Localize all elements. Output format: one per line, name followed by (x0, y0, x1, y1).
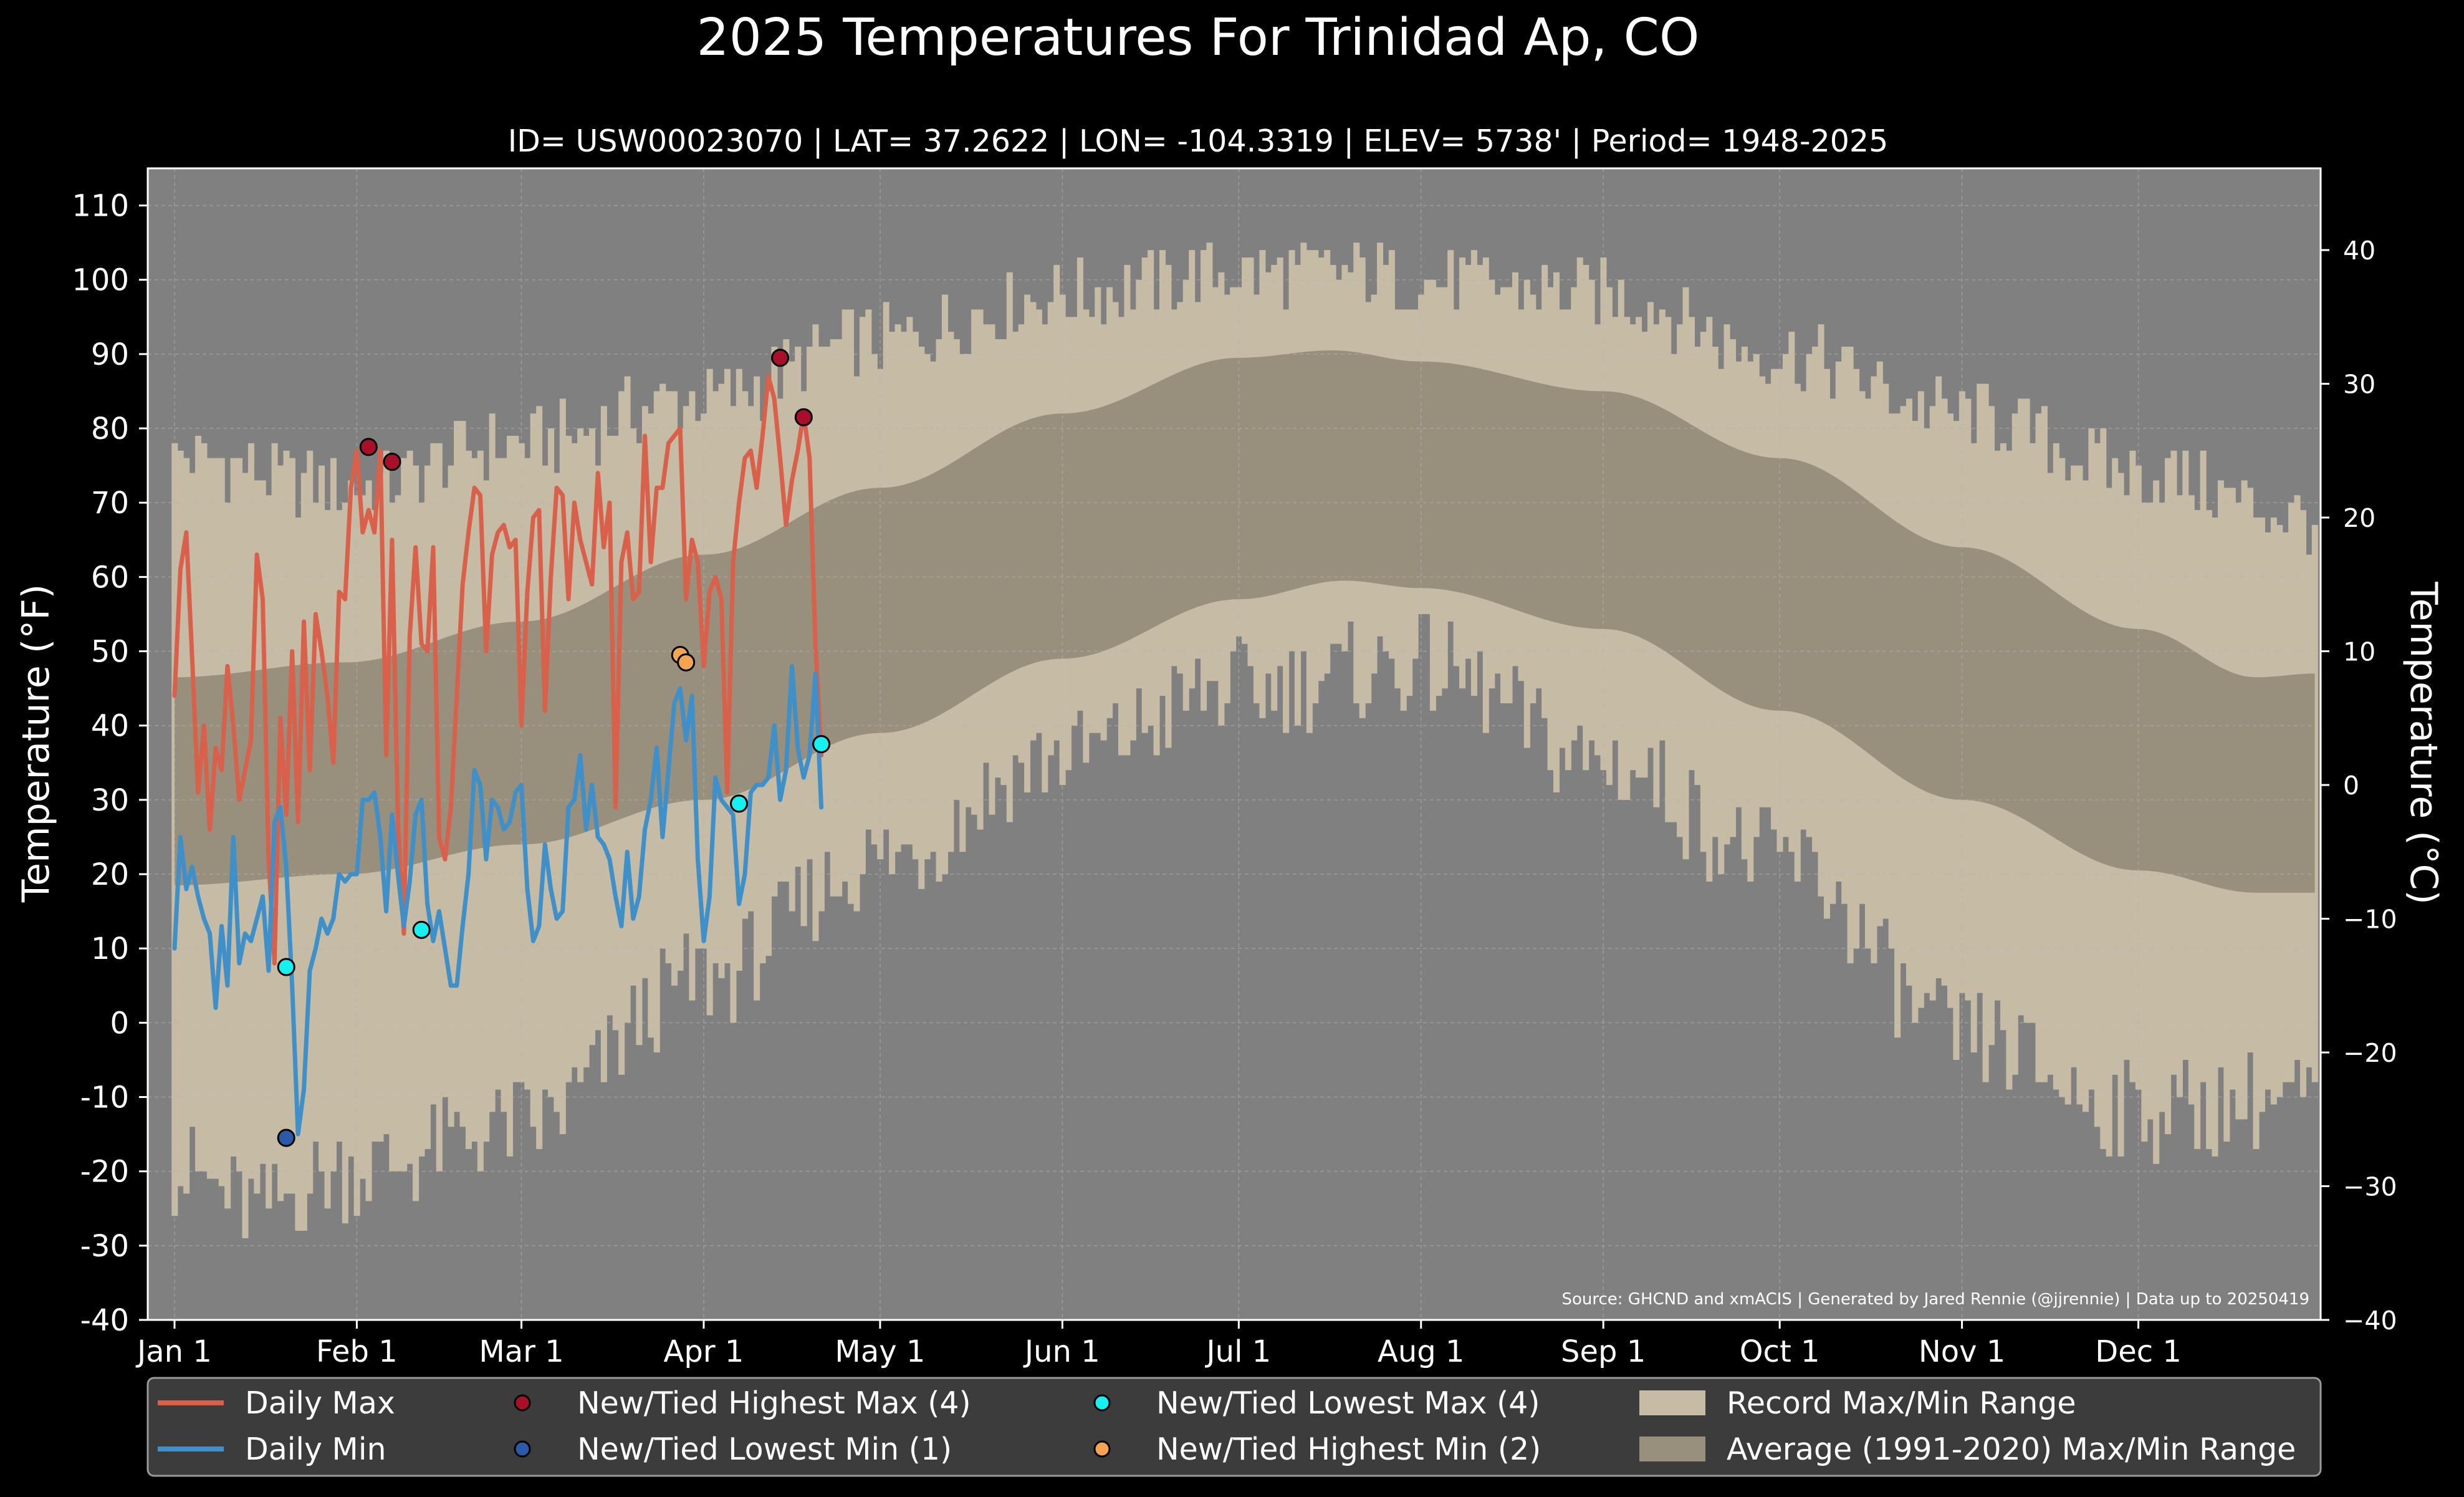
y-tick-label-right: 30 (2343, 370, 2375, 400)
y-tick-label-left: 60 (91, 560, 129, 595)
legend-label: Daily Min (245, 1432, 386, 1467)
y-tick-label-left: 40 (91, 709, 129, 744)
y-tick-label-left: 80 (91, 412, 129, 446)
legend-label: Record Max/Min Range (1727, 1385, 2076, 1421)
x-tick-label: Dec 1 (2095, 1334, 2182, 1369)
y-tick-label-right: 40 (2343, 236, 2375, 266)
y-axis-label-left: Temperature (°F) (14, 584, 58, 903)
x-tick-label: Apr 1 (664, 1334, 744, 1369)
legend-dot-swatch (514, 1440, 531, 1458)
new-high-max-marker (359, 438, 378, 456)
plot-area: -40-30-20-100102030405060708090100110−40… (72, 167, 2397, 1369)
legend-patch-swatch (1639, 1437, 1705, 1461)
y-tick-label-left: 30 (91, 783, 129, 818)
y-tick-label-right: 20 (2343, 503, 2375, 533)
legend: Daily Max Daily Min New/Tied Highest Max (… (146, 1377, 2322, 1477)
legend-label: Average (1991-2020) Max/Min Range (1727, 1432, 2296, 1467)
y-tick-label-left: 110 (72, 189, 129, 224)
new-low-min-marker (277, 1129, 295, 1147)
y-tick-label-left: -40 (80, 1303, 129, 1338)
chart-subtitle: ID= USW00023070 | LAT= 37.2622 | LON= -1… (508, 123, 1889, 159)
legend-dot-swatch (1093, 1394, 1111, 1412)
source-note: Source: GHCND and xmACIS | Generated by … (1561, 1290, 2309, 1309)
x-tick-label: Mar 1 (479, 1334, 563, 1369)
x-tick-label: Jun 1 (1023, 1334, 1100, 1369)
y-tick-label-left: -20 (80, 1155, 129, 1190)
y-axis-label-right: Temperature (°C) (2402, 581, 2445, 905)
x-tick-label: May 1 (835, 1334, 925, 1369)
legend-dot-swatch (514, 1394, 531, 1412)
y-tick-label-right: 10 (2343, 637, 2375, 667)
y-tick-label-left: -10 (80, 1081, 129, 1115)
y-tick-label-left: 70 (91, 486, 129, 521)
legend-box (146, 1377, 2322, 1477)
legend-label: New/Tied Lowest Max (4) (1156, 1385, 1540, 1421)
new-low-max-marker (277, 958, 295, 976)
y-tick-label-right: −10 (2343, 905, 2397, 935)
x-tick-label: Aug 1 (1378, 1334, 1465, 1369)
x-tick-label: Nov 1 (1919, 1334, 2005, 1369)
new-low-max-marker (812, 735, 831, 753)
new-low-max-marker (730, 794, 749, 813)
plot-frame (146, 167, 2322, 1321)
new-low-max-marker (412, 920, 431, 939)
y-tick-label-left: 0 (110, 1006, 129, 1041)
y-tick-label-left: 20 (91, 857, 129, 892)
y-tick-label-right: −30 (2343, 1172, 2397, 1202)
y-tick-label-left: 90 (91, 337, 129, 372)
legend-patch-swatch (1639, 1390, 1705, 1415)
x-tick-label: Feb 1 (316, 1334, 398, 1369)
y-tick-label-left: 10 (91, 931, 129, 966)
chart-title: 2025 Temperatures For Trinidad Ap, CO (697, 8, 1700, 67)
y-tick-label-left: 50 (91, 635, 129, 670)
new-high-max-marker (771, 349, 790, 367)
legend-label: New/Tied Highest Min (2) (1156, 1432, 1541, 1467)
new-high-max-marker (794, 408, 813, 426)
legend-label: Daily Max (245, 1385, 395, 1421)
y-tick-label-right: −20 (2343, 1038, 2397, 1068)
y-tick-label-right: −40 (2343, 1306, 2397, 1336)
x-tick-label: Oct 1 (1740, 1334, 1820, 1369)
y-tick-label-left: 100 (72, 263, 129, 298)
grid-lines (148, 168, 2321, 1321)
daily-min-line (172, 663, 824, 1137)
x-tick-label: Jan 1 (135, 1334, 212, 1369)
new-high-max-marker (383, 453, 401, 471)
new-high-min-marker (677, 653, 696, 671)
x-tick-label: Jul 1 (1204, 1334, 1271, 1369)
legend-label: New/Tied Lowest Min (1) (577, 1432, 952, 1467)
daily-max-line (172, 374, 824, 966)
y-tick-label-left: -30 (80, 1229, 129, 1264)
x-tick-label: Sep 1 (1561, 1334, 1646, 1369)
legend-label: New/Tied Highest Max (4) (577, 1385, 971, 1421)
y-tick-label-right: 0 (2343, 771, 2359, 801)
record-range-bar (2311, 524, 2318, 1082)
legend-dot-swatch (1093, 1440, 1111, 1458)
